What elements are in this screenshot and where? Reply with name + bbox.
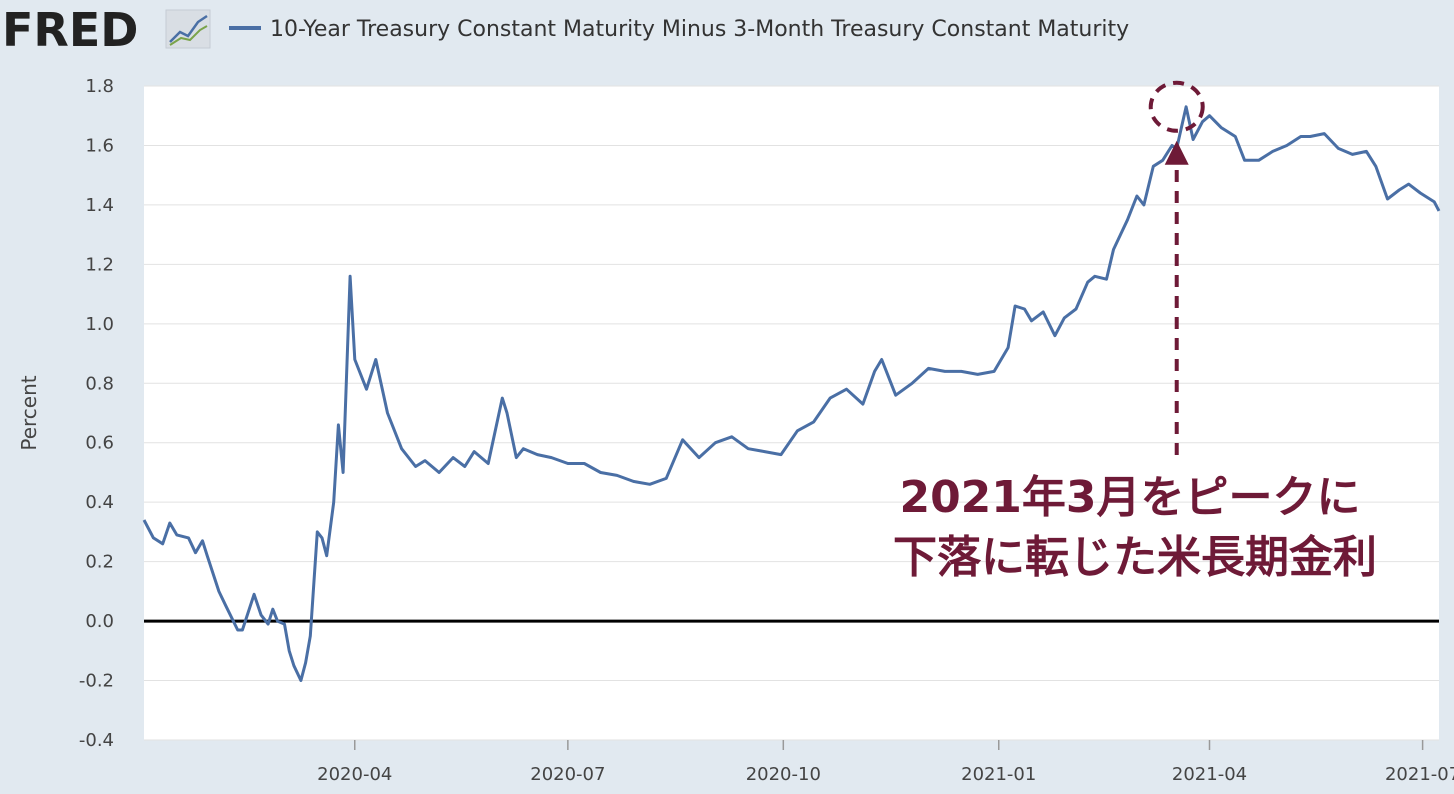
y-tick-label: 0.2 [85, 552, 114, 573]
x-axis: 2020-04 2020-07 2020-10 2021-01 2021-04 2021-… [317, 740, 1454, 785]
y-tick-label: 1.6 [85, 135, 114, 156]
fred-logo[interactable]: FRED [2, 3, 211, 57]
chart-line-icon [165, 9, 211, 49]
logo-text: FRED [2, 3, 138, 57]
legend-label: 10-Year Treasury Constant Maturity Minus… [270, 17, 1129, 42]
y-tick-label: 1.8 [85, 76, 114, 97]
series-line [142, 105, 1441, 682]
y-tick-label: 0.4 [85, 492, 114, 513]
y-tick-label: 0.6 [85, 433, 114, 454]
annotation-text-line1: 2021年3月をピークに [899, 472, 1360, 523]
y-tick-label: 1.0 [85, 314, 114, 335]
peak-annotation: 2021年3月をピークに 下落に転じた米長期金利 [893, 80, 1377, 583]
x-tick-label: 2021-01 [961, 764, 1036, 785]
legend: 10-Year Treasury Constant Maturity Minus… [229, 17, 1129, 42]
annotation-text-line2: 下落に転じた米長期金利 [893, 532, 1377, 583]
plot-area [144, 86, 1439, 740]
x-tick-label: 2020-10 [746, 764, 821, 785]
y-tick-label: 0.0 [85, 611, 114, 632]
peak-circle [1148, 80, 1205, 133]
y-tick-label: 1.4 [85, 195, 114, 216]
y-tick-label: 0.8 [85, 373, 114, 394]
y-axis: 1.8 1.6 1.4 1.2 1.0 0.8 0.6 0.4 0.2 0.0 -0.2 -0.4 [79, 76, 114, 751]
x-tick-label: 2020-04 [317, 764, 392, 785]
y-tick-label: 1.2 [85, 254, 114, 275]
x-tick-label: 2021-07 [1385, 764, 1454, 785]
gridlines [144, 85, 1439, 741]
annotation-arrow-head [1164, 140, 1189, 165]
x-tick-label: 2021-04 [1172, 764, 1247, 785]
y-tick-label: -0.2 [79, 671, 114, 692]
x-tick-label: 2020-07 [530, 764, 605, 785]
y-tick-label: -0.4 [79, 730, 114, 751]
y-axis-title: Percent [17, 375, 41, 450]
